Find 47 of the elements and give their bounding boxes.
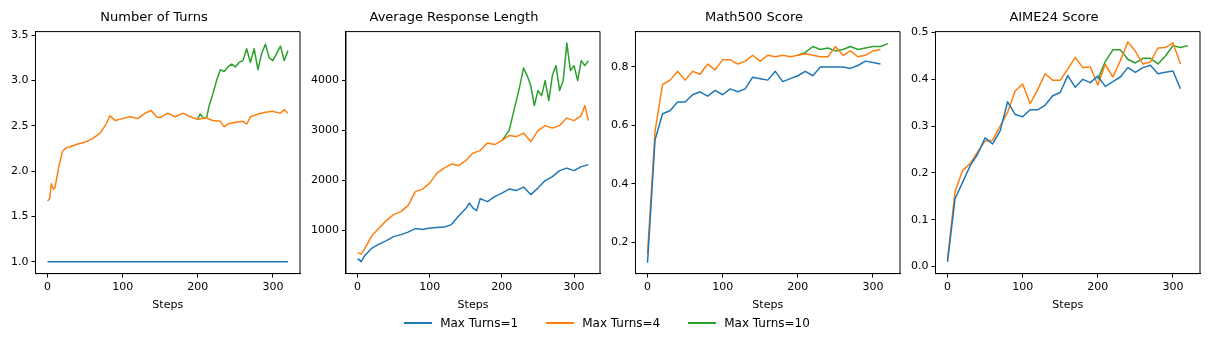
x-tick-label: 0 [944,280,952,294]
chart-title: Number of Turns [100,9,208,25]
y-tick-label: 3.0 [10,73,29,87]
legend-label: Max Turns=4 [582,316,661,330]
y-tick-label: 0.4 [910,72,929,86]
x-tick-label: 0 [644,280,652,294]
x-tick-label: 0 [44,280,52,294]
y-tick-label: 1.5 [10,209,29,223]
x-axis-title: Steps [752,298,784,312]
x-tick-label: 200 [491,280,513,294]
y-tick-label: 0.2 [910,165,929,179]
y-tick-label: 2.0 [10,164,29,178]
x-axis-title: Steps [1052,298,1084,312]
x-tick-label: 200 [787,280,809,294]
y-tick-label: 0.2 [610,235,629,249]
x-tick-label: 100 [112,280,134,294]
x-axis-title: Steps [152,298,184,312]
y-tick-label: 3.5 [10,28,29,42]
y-tick-label: 0.0 [910,259,929,273]
x-tick-label: 100 [419,280,441,294]
y-tick-label: 0.8 [610,59,629,73]
legend-label: Max Turns=1 [440,316,519,330]
y-tick-label: 1.0 [10,254,29,268]
x-tick-label: 100 [712,280,734,294]
y-tick-label: 0.4 [610,176,629,190]
y-tick-label: 3000 [310,123,339,137]
chart-title: AIME24 Score [1009,9,1099,25]
y-tick-label: 1000 [310,223,339,237]
x-tick-label: 300 [563,280,585,294]
y-tick-label: 2000 [310,173,339,187]
chart-title: Average Response Length [369,9,539,25]
y-tick-label: 4000 [310,73,339,87]
y-tick-label: 0.5 [910,25,929,39]
x-axis-title: Steps [457,298,489,312]
y-tick-label: 0.6 [610,118,629,132]
x-tick-label: 200 [187,280,209,294]
x-tick-label: 300 [1162,280,1184,294]
y-tick-label: 0.3 [910,119,929,133]
x-tick-label: 300 [862,280,884,294]
x-tick-label: 100 [1012,280,1034,294]
y-tick-label: 0.1 [910,212,929,226]
x-tick-label: 300 [262,280,284,294]
x-tick-label: 200 [1087,280,1109,294]
x-tick-label: 0 [354,280,362,294]
legend-label: Max Turns=10 [724,316,810,330]
y-tick-label: 2.5 [10,118,29,132]
chart-title: Math500 Score [705,9,803,25]
